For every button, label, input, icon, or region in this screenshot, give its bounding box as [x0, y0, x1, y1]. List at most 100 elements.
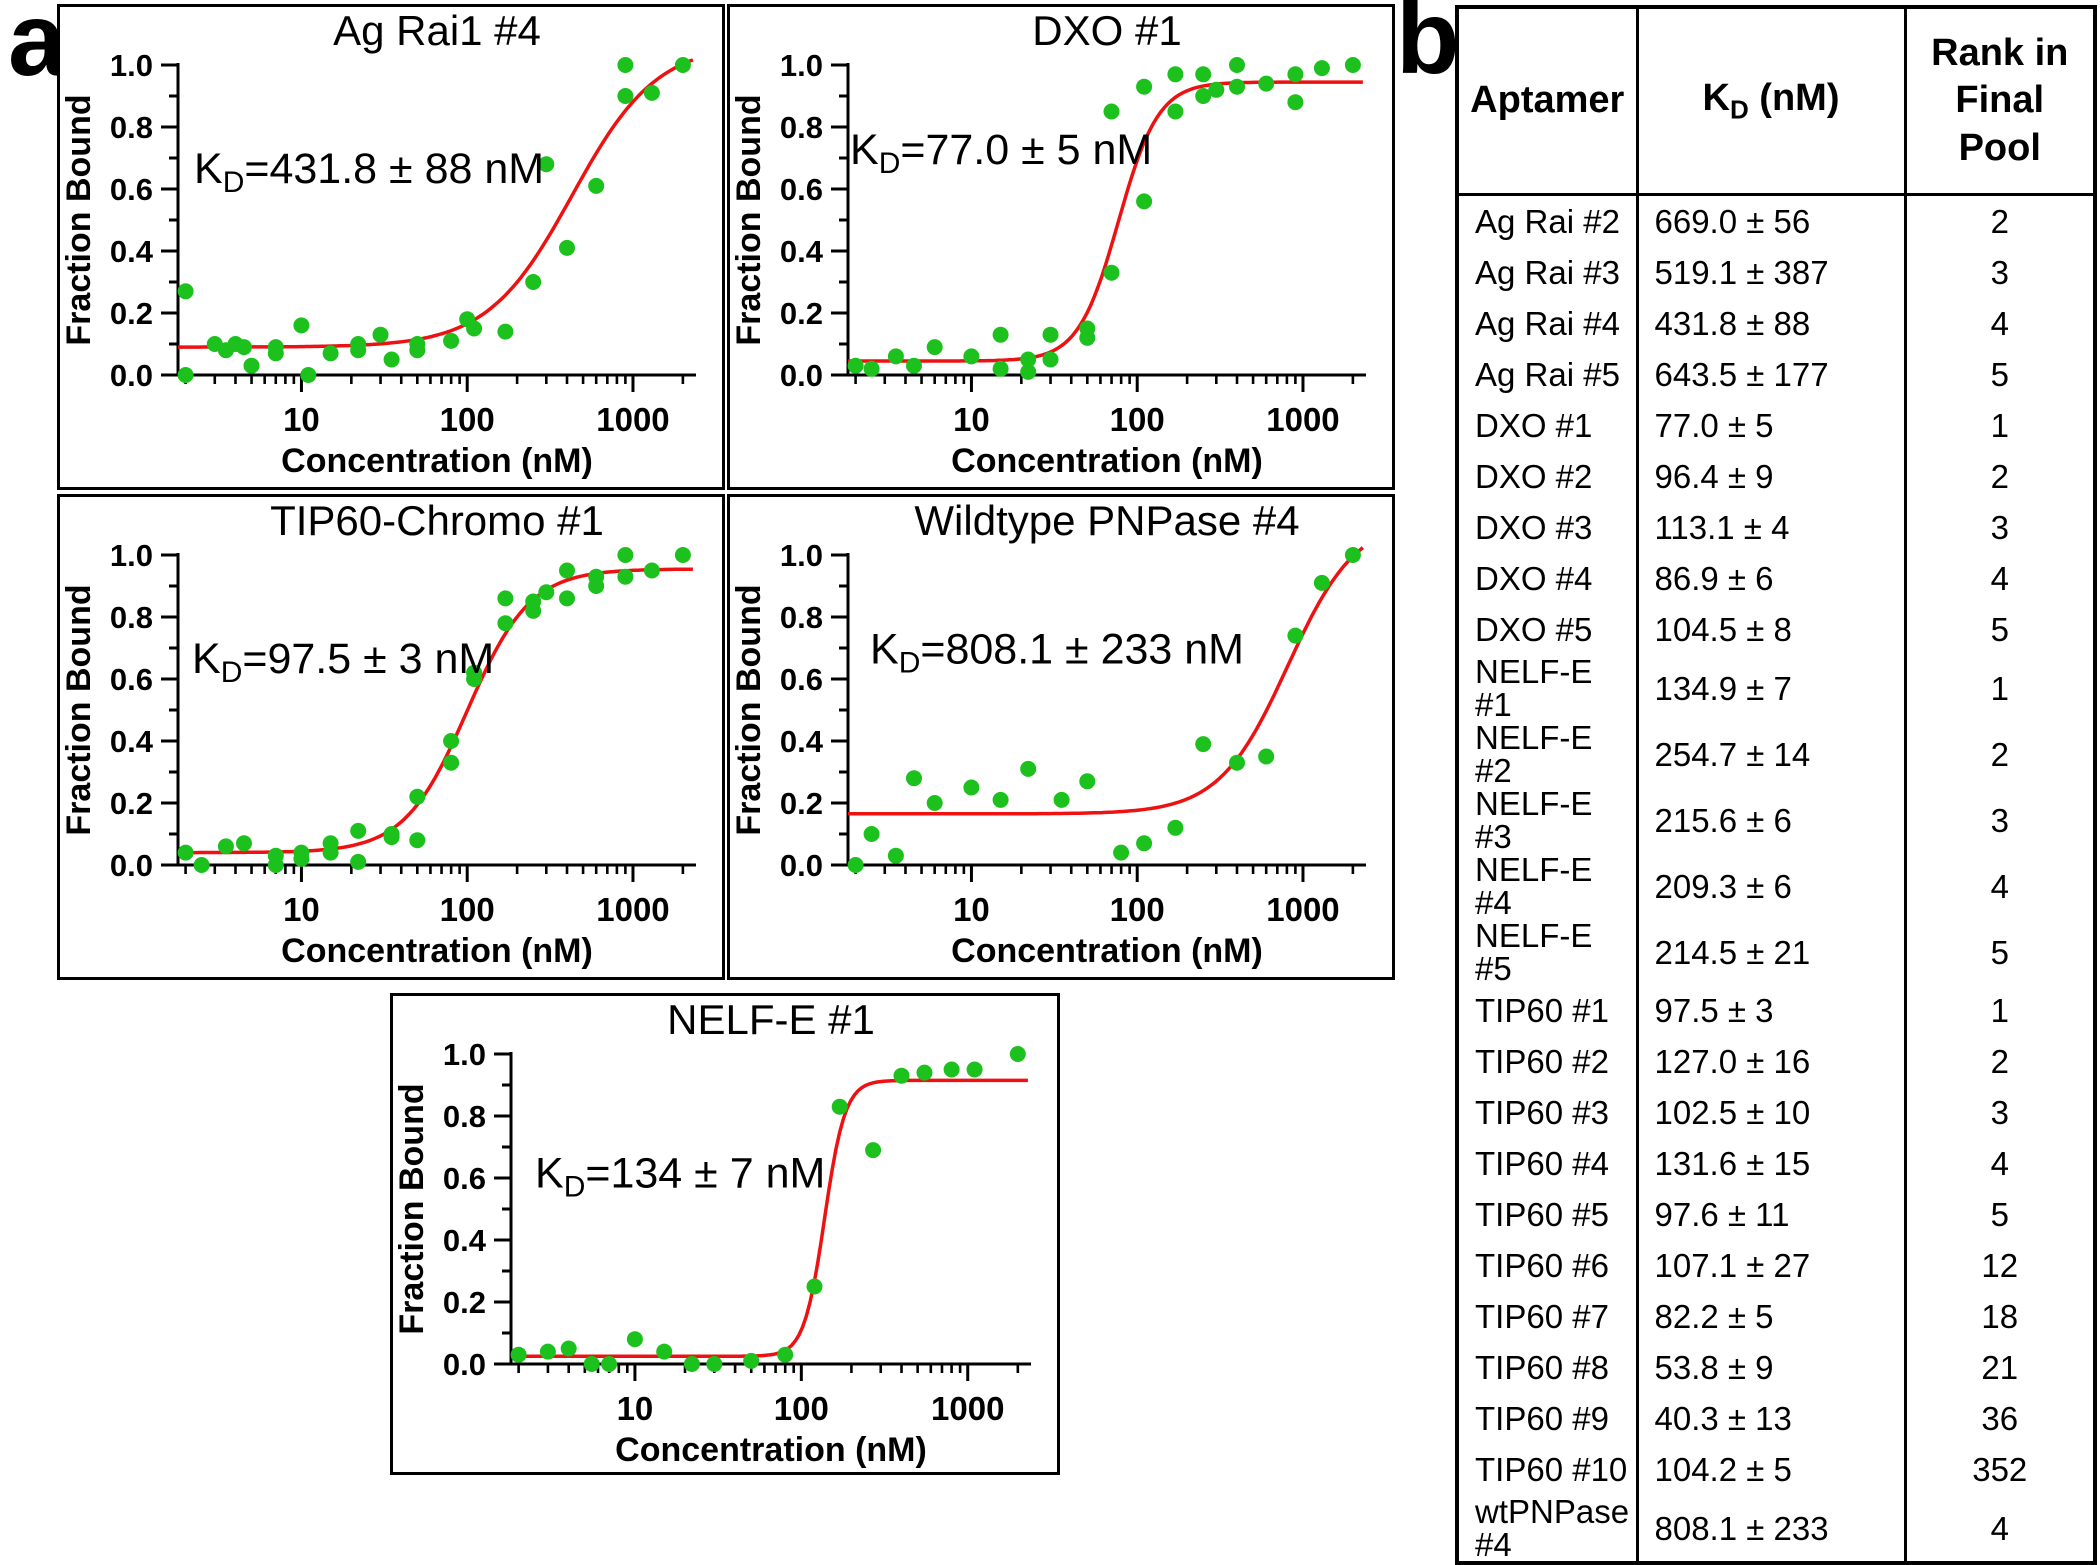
data-point	[683, 1356, 700, 1372]
axes	[846, 553, 1366, 867]
data-point	[383, 829, 400, 846]
y-tick-label: 0.8	[443, 1099, 486, 1134]
data-point	[831, 1098, 848, 1115]
data-point	[1287, 66, 1304, 83]
data-point	[1136, 835, 1153, 852]
rank-cell: 4	[1903, 1138, 2097, 1189]
data-point	[1287, 94, 1304, 111]
table-row: TIP60 #3 102.5 ± 10 3	[1455, 1087, 2097, 1138]
y-tick-label: 1.0	[110, 538, 153, 573]
rank-cell: 5	[1903, 1189, 2097, 1240]
binding-curve-chart-ag-rai1-4: 0.0 0.2 0.4 0.6 0.8 1.0 10 100 1000 Ag Rai1 #4 KD=…	[60, 7, 696, 480]
data-point	[588, 177, 605, 194]
data-point	[963, 348, 980, 365]
data-point	[1103, 103, 1120, 120]
aptamer-cell: TIP60 #7	[1455, 1291, 1639, 1342]
table-row: Ag Rai #4 431.8 ± 88 4	[1455, 298, 2097, 349]
data-point	[1167, 103, 1184, 120]
y-tick-label: 0.0	[110, 358, 153, 393]
data-point	[1229, 57, 1245, 73]
kd-cell: 102.5 ± 10	[1635, 1087, 1907, 1138]
data-point	[906, 770, 922, 787]
rank-cell: 4	[1903, 1495, 2097, 1563]
data-point	[1167, 819, 1184, 836]
data-points	[177, 547, 691, 873]
data-points	[510, 1046, 1026, 1372]
y-tick-label: 0.0	[780, 848, 823, 883]
data-point	[538, 156, 555, 173]
table-row: TIP60 #8 53.8 ± 9 21	[1455, 1342, 2097, 1393]
rank-cell: 2	[1903, 451, 2097, 502]
table-row: Ag Rai #5 643.5 ± 177 5	[1455, 349, 2097, 400]
x-tick-label: 1000	[931, 1390, 1004, 1427]
axes	[176, 553, 696, 867]
rank-cell: 4	[1903, 553, 2097, 604]
data-point	[617, 57, 634, 73]
rank-cell: 352	[1903, 1444, 2097, 1495]
data-point	[906, 357, 922, 374]
y-axis-label: Fraction Bound	[60, 584, 98, 835]
rank-cell: 2	[1903, 721, 2097, 787]
x-tick-label: 10	[283, 891, 320, 928]
data-point	[1313, 574, 1330, 591]
data-point	[267, 345, 284, 362]
data-point	[1136, 193, 1153, 210]
aptamer-cell: NELF-E #1	[1455, 655, 1639, 721]
data-point	[1167, 66, 1184, 83]
aptamer-cell: NELF-E #2	[1455, 721, 1639, 787]
y-tick-label: 1.0	[110, 48, 153, 83]
y-tick-label: 0.8	[780, 600, 823, 635]
data-point	[1042, 326, 1059, 343]
table-row: TIP60 #7 82.2 ± 5 18	[1455, 1291, 2097, 1342]
data-point	[617, 88, 634, 104]
aptamer-cell: DXO #3	[1455, 502, 1639, 553]
data-point	[525, 602, 542, 619]
x-tick-label: 100	[1110, 891, 1165, 928]
kd-cell: 519.1 ± 387	[1635, 247, 1907, 298]
aptamer-cell: DXO #2	[1455, 451, 1639, 502]
fit-curve	[178, 58, 694, 349]
kd-cell: 104.5 ± 8	[1635, 604, 1907, 655]
kd-cell: 808.1 ± 233	[1635, 1495, 1907, 1563]
x-axis-label: Concentration (nM)	[951, 932, 1263, 970]
y-tick-label: 0.4	[110, 724, 154, 759]
aptamer-kd-table: Aptamer KD (nM) Rank in Final Pool Ag Ra…	[1455, 5, 2097, 1565]
data-point	[177, 283, 194, 300]
y-tick-label: 0.2	[780, 786, 823, 821]
data-point	[1229, 78, 1245, 95]
data-points	[847, 57, 1361, 380]
data-point	[497, 590, 514, 607]
data-point	[466, 671, 483, 687]
aptamer-cell: TIP60 #3	[1455, 1087, 1639, 1138]
data-point	[583, 1356, 600, 1372]
kd-cell: 113.1 ± 4	[1635, 502, 1907, 553]
data-point	[293, 844, 310, 861]
binding-curve-panel-wildtype-pnpase-4: 0.0 0.2 0.4 0.6 0.8 1.0 10 100 1000 Wildtype PNPa…	[727, 494, 1395, 980]
y-tick-label: 1.0	[443, 1037, 486, 1072]
kd-cell: 97.6 ± 11	[1635, 1189, 1907, 1240]
kd-annotation: KD=97.5 ± 3 nM	[192, 635, 494, 689]
aptamer-cell: TIP60 #5	[1455, 1189, 1639, 1240]
data-point	[674, 57, 691, 73]
kd-cell: 643.5 ± 177	[1635, 349, 1907, 400]
rank-cell: 1	[1903, 400, 2097, 451]
kd-cell: 82.2 ± 5	[1635, 1291, 1907, 1342]
data-point	[538, 584, 555, 601]
data-point	[1020, 363, 1037, 380]
kd-cell: 127.0 ± 16	[1635, 1036, 1907, 1087]
x-axis-label: Concentration (nM)	[281, 932, 593, 970]
data-point	[177, 367, 194, 383]
table-row: NELF-E #5 214.5 ± 21 5	[1455, 919, 2097, 985]
data-point	[293, 317, 310, 334]
x-tick-label: 1000	[1266, 401, 1339, 438]
data-points	[177, 57, 691, 383]
data-point	[1258, 75, 1275, 92]
aptamer-cell: wtPNPase #4	[1455, 1495, 1639, 1563]
aptamer-cell: TIP60 #1	[1455, 985, 1639, 1036]
kd-cell: 134.9 ± 7	[1635, 655, 1907, 721]
aptamer-cell: TIP60 #9	[1455, 1393, 1639, 1444]
aptamer-cell: DXO #1	[1455, 400, 1639, 451]
